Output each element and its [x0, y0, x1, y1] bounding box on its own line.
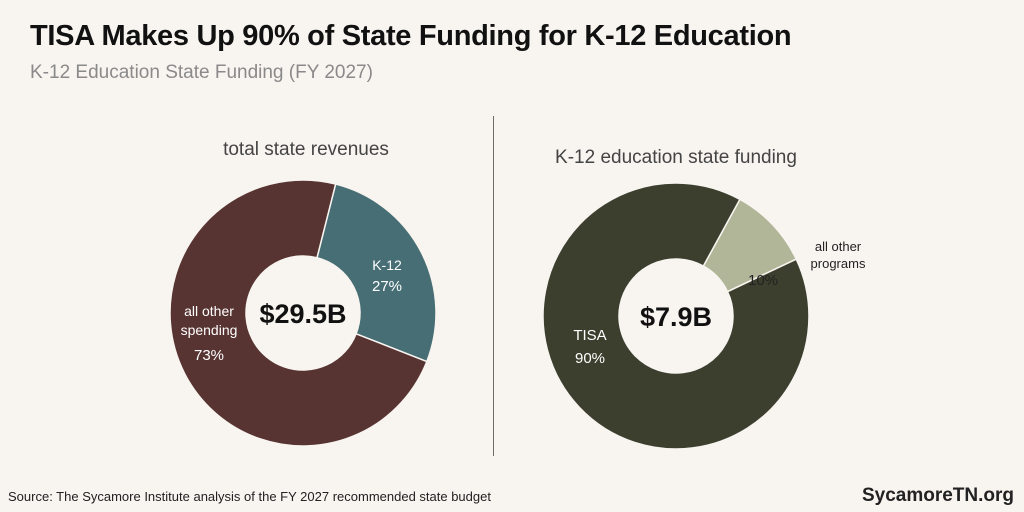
- donut-chart-revenues: $29.5B K-12 27% all other spending 73%: [169, 179, 437, 447]
- donut-slice-k-12: [316, 183, 437, 363]
- brand-logo-text: SycamoreTN.org: [861, 485, 1014, 506]
- donut-center-total: $29.5B: [259, 299, 346, 329]
- slice-value-label: 10%: [748, 272, 778, 289]
- donut-slice-tisa: [542, 182, 810, 450]
- chart-subtitle: K-12 Education State Funding (FY 2027): [30, 62, 373, 83]
- slice-label: K-12 27%: [372, 257, 402, 295]
- donut-slice-all-other-spending: [169, 179, 428, 447]
- chart-title: TISA Makes Up 90% of State Funding for K…: [30, 20, 792, 52]
- slice-label: TISA 90%: [573, 327, 606, 367]
- slice-label: all other spending 73%: [181, 303, 238, 364]
- donut-chart-k12-funding: $7.9B 10% all other programs TISA 90%: [542, 182, 866, 450]
- chart-divider: [493, 116, 494, 456]
- right-donut-title: K-12 education state funding: [555, 147, 797, 168]
- donut-center-total: $7.9B: [640, 302, 712, 332]
- slice-category-label: all other programs: [811, 239, 866, 271]
- source-note: Source: The Sycamore Institute analysis …: [8, 489, 491, 504]
- left-donut-title: total state revenues: [223, 139, 389, 160]
